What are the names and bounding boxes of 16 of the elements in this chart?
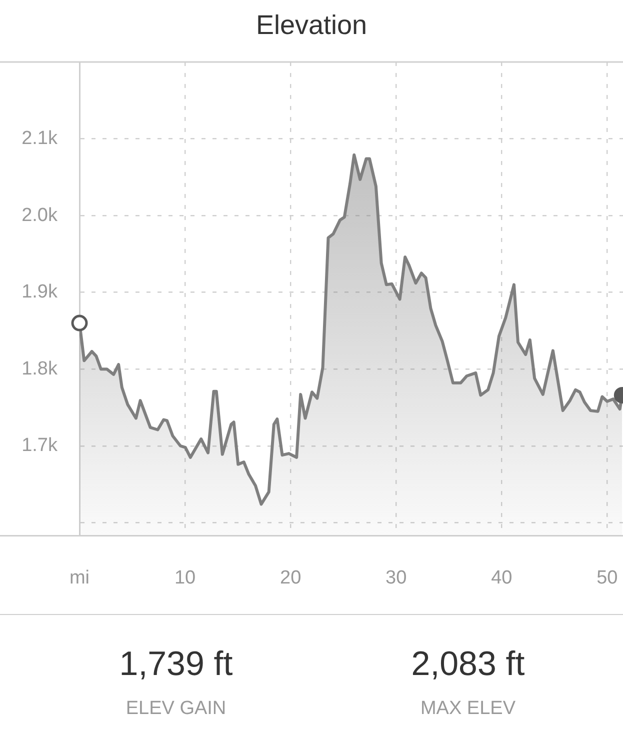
x-tick-label: mi — [69, 567, 90, 588]
chart-title: Elevation — [254, 9, 368, 42]
x-tick-label: 40 — [491, 567, 512, 588]
x-tick-label: 30 — [386, 567, 407, 588]
text: 2,083 ft — [411, 645, 525, 683]
x-tick-label: 10 — [174, 567, 196, 588]
y-tick-label: 1.7k — [22, 435, 58, 456]
y-tick-label: 1.9k — [22, 282, 58, 303]
text: MAX ELEV — [420, 698, 516, 719]
y-tick-label: 2.1k — [22, 128, 58, 150]
x-tick-label: 20 — [280, 567, 302, 588]
y-tick-label: 2.0k — [22, 204, 58, 226]
x-tick-label: 50 — [596, 567, 618, 588]
text: ELEV GAIN — [126, 698, 226, 719]
y-tick-label: 1.8k — [22, 358, 58, 380]
text: 1,739 ft — [119, 645, 233, 683]
